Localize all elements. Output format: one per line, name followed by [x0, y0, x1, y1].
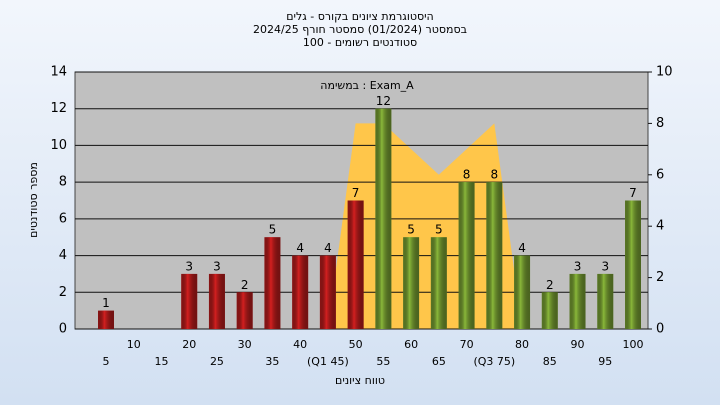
y-tick-label: 6: [59, 211, 67, 226]
data-label: 12: [376, 94, 391, 108]
data-label: 4: [296, 241, 304, 255]
x-axis-label: טווח ציונים: [335, 374, 385, 387]
data-label: 8: [463, 168, 471, 182]
bar-shade: [430, 237, 447, 329]
annotation: במשימה : Exam_A: [320, 79, 414, 92]
bar-shade: [458, 182, 475, 329]
x-tick-label: 25: [210, 355, 224, 368]
x-tick-label: 15: [154, 355, 168, 368]
data-label: 3: [574, 259, 582, 273]
x-tick-label: 20: [182, 338, 196, 351]
chart-subtitle: סטודנטים רשומים - 100: [303, 36, 417, 49]
x-tick-label: (Q3 75): [473, 355, 515, 368]
bar-shade: [403, 237, 420, 329]
bar-shade: [597, 273, 614, 329]
data-label: 7: [352, 186, 360, 200]
bar-shade: [319, 255, 336, 329]
data-label: 8: [490, 168, 498, 182]
x-tick-label: 95: [598, 355, 612, 368]
y-tick-label: 12: [50, 101, 67, 116]
bar-shade: [181, 273, 198, 329]
bar-shade: [236, 292, 253, 329]
y2-tick-label: 4: [656, 219, 664, 234]
bar-shade: [625, 200, 641, 329]
bar-shade: [292, 255, 309, 329]
data-label: 4: [324, 241, 332, 255]
y-tick-label: 2: [59, 285, 67, 300]
y2-tick-label: 10: [656, 65, 673, 80]
x-tick-label: 65: [432, 355, 446, 368]
x-tick-label: 85: [543, 355, 557, 368]
y-tick-label: 0: [59, 322, 67, 337]
x-tick-label: 50: [349, 338, 363, 351]
x-tick-label: 80: [515, 338, 529, 351]
data-label: 3: [185, 259, 193, 273]
chart-title: היסטוגרמת ציונים בקורס - גלים: [286, 10, 434, 23]
data-label: 5: [435, 223, 443, 237]
x-tick-label: 100: [623, 338, 644, 351]
data-label: 4: [518, 241, 526, 255]
bar-shade: [514, 255, 531, 329]
x-tick-label: 90: [571, 338, 585, 351]
data-label: 1: [102, 296, 110, 310]
bar-shade: [375, 108, 392, 329]
y-tick-label: 8: [59, 175, 67, 190]
x-tick-label: 30: [238, 338, 252, 351]
y2-tick-label: 8: [656, 116, 664, 131]
bar-shade: [569, 273, 586, 329]
data-label: 2: [546, 278, 554, 292]
bar-shade: [264, 237, 281, 329]
chart-subtitle: בסמסטר (01/2024) סמסטר חורף 2024/25: [253, 23, 467, 36]
x-tick-label: 40: [293, 338, 307, 351]
x-tick-label: 35: [265, 355, 279, 368]
data-label: 3: [213, 259, 221, 273]
x-tick-label: 5: [103, 355, 110, 368]
x-tick-label: 55: [376, 355, 390, 368]
x-tick-label: (Q1 45): [307, 355, 349, 368]
x-tick-label: 70: [460, 338, 474, 351]
bar-shade: [541, 292, 558, 329]
data-label: 2: [241, 278, 249, 292]
bar-shade: [347, 200, 364, 329]
y2-tick-label: 0: [656, 322, 664, 337]
data-label: 5: [269, 223, 277, 237]
y-tick-label: 14: [50, 65, 67, 80]
bar-shade: [98, 310, 114, 329]
y2-tick-label: 2: [656, 270, 664, 285]
bar-shade: [486, 182, 503, 329]
data-label: 7: [629, 186, 637, 200]
x-tick-label: 10: [127, 338, 141, 351]
y-tick-label: 4: [59, 248, 67, 263]
data-label: 3: [601, 259, 609, 273]
bar-shade: [208, 273, 225, 329]
x-tick-label: 60: [404, 338, 418, 351]
y2-tick-label: 6: [656, 167, 664, 182]
y-axis-label: מספר סטודנטים: [27, 162, 40, 238]
data-label: 5: [407, 223, 415, 237]
y-tick-label: 10: [50, 138, 67, 153]
